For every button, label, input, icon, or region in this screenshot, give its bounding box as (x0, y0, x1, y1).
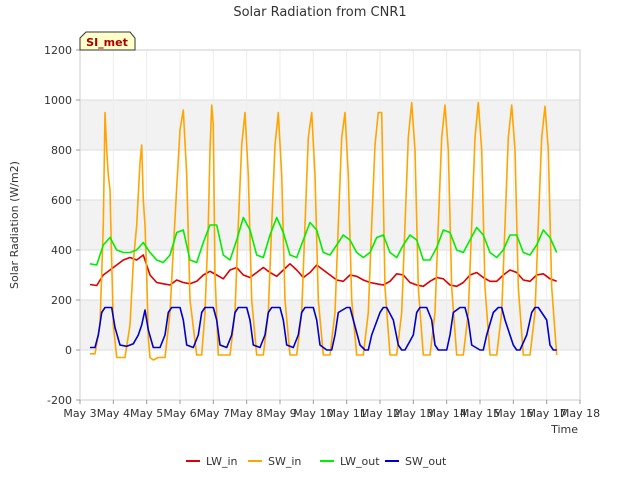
y-axis-ticks: -200 0 200 400 600 800 1000 1200 (44, 44, 80, 407)
legend-label-lw-out: LW_out (340, 455, 380, 468)
y-tick-label: 200 (51, 294, 72, 307)
legend-label-lw-in: LW_in (206, 455, 238, 468)
x-tick-label: May 12 (360, 407, 400, 420)
x-tick-label: May 16 (493, 407, 533, 420)
series-lines (89, 101, 558, 361)
x-tick-label: May 6 (163, 407, 196, 420)
y-tick-label: 800 (51, 144, 72, 157)
site-badge-label: SI_met (86, 36, 128, 49)
x-tick-label: May 9 (263, 407, 296, 420)
series-line-lw-in (89, 254, 557, 288)
x-tick-label: May 4 (97, 407, 130, 420)
x-tick-label: May 15 (460, 407, 500, 420)
plot-frame (79, 49, 581, 401)
x-tick-label: May 11 (327, 407, 367, 420)
legend-label-sw-in: SW_in (268, 455, 301, 468)
series-line-lw-out (89, 216, 558, 266)
legend-label-sw-out: SW_out (405, 455, 447, 468)
background-band (80, 100, 580, 150)
x-tick-label: May 7 (197, 407, 230, 420)
background-band (80, 200, 580, 250)
x-tick-label: May 14 (427, 407, 467, 420)
x-axis-label: Time (550, 423, 578, 436)
x-tick-label: May 10 (293, 407, 333, 420)
y-axis-label: Solar Radiation (W/m2) (8, 161, 21, 289)
y-tick-label: 1200 (44, 44, 72, 57)
x-tick-label: May 17 (527, 407, 567, 420)
y-tick-label: 600 (51, 194, 72, 207)
site-badge: SI_met (79, 31, 136, 51)
y-tick-label: 400 (51, 244, 72, 257)
background-band (80, 300, 580, 350)
x-tick-label: May 13 (393, 407, 433, 420)
x-tick-label: May 18 (560, 407, 600, 420)
series-line-sw-out (90, 306, 557, 351)
x-tick-label: May 8 (230, 407, 263, 420)
series-line-sw-in (90, 101, 558, 361)
chart-title: Solar Radiation from CNR1 (233, 5, 406, 20)
y-tick-label: -200 (47, 394, 72, 407)
x-tick-label: May 3 (63, 407, 96, 420)
x-tick-label: May 5 (130, 407, 163, 420)
y-tick-label: 1000 (44, 94, 72, 107)
legend: LW_in SW_in LW_out SW_out (186, 455, 447, 468)
y-tick-label: 0 (65, 344, 72, 357)
site-badge-shape (79, 31, 136, 51)
